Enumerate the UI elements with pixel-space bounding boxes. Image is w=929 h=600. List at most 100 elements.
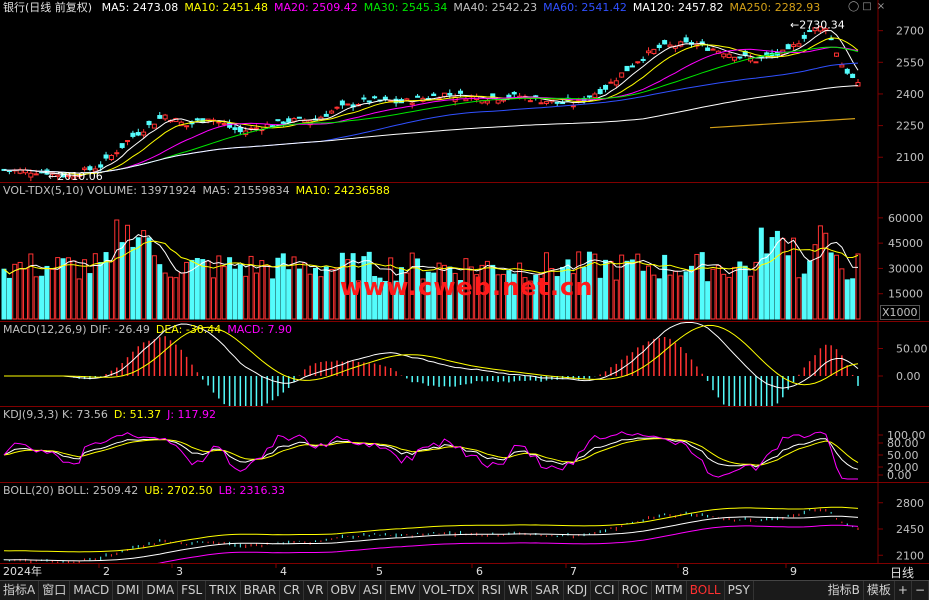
volume-bar <box>801 273 807 320</box>
candle-body <box>812 27 818 32</box>
y-tick-label: 2450 <box>896 523 924 536</box>
y-tick-label: 2100 <box>896 151 924 164</box>
volume-bar <box>474 274 480 320</box>
maximize-icon[interactable]: □ <box>862 1 872 12</box>
tab-trix[interactable]: TRIX <box>206 581 241 600</box>
volume-indicators: VOL-TDX(5,10) VOLUME: 13971924 MA5: 21559… <box>3 184 396 197</box>
tab-kdj[interactable]: KDJ <box>564 581 592 600</box>
tab-vol-tdx[interactable]: VOL-TDX <box>420 581 479 600</box>
period-label[interactable]: 日线 <box>890 566 915 580</box>
tab-emv[interactable]: EMV <box>386 581 420 600</box>
tab-roc[interactable]: ROC <box>619 581 652 600</box>
volume-bar <box>468 266 474 320</box>
candle-body <box>710 48 716 51</box>
volume-bar <box>119 242 125 320</box>
tab-wr[interactable]: WR <box>505 581 533 600</box>
tab-mtm[interactable]: MTM <box>652 581 687 600</box>
candle-body <box>458 90 464 94</box>
tab-sar[interactable]: SAR <box>532 581 564 600</box>
ma-indicators: MA5: 2473.08 MA10: 2451.48 MA20: 2509.42 MA… <box>102 1 827 14</box>
tab-boll[interactable]: BOLL <box>687 581 725 600</box>
candle-body <box>334 106 340 109</box>
tab-brar[interactable]: BRAR <box>241 581 281 600</box>
tab-dmi[interactable]: DMI <box>113 581 144 600</box>
price-pane[interactable]: 2700 2550 2400 2250 2100 ←2730.34 ←2010.06 银行(… <box>0 0 929 183</box>
candle-body <box>801 34 807 39</box>
candle-body <box>372 96 378 99</box>
boll-pane[interactable]: 2800 2450 2100 BOLL(20) BOLL: 2509.42 UB: 2… <box>0 483 929 564</box>
volume-bar <box>22 268 28 320</box>
tab-fsl[interactable]: FSL <box>178 581 207 600</box>
tab-cci[interactable]: CCI <box>591 581 619 600</box>
volume-bar <box>130 246 136 320</box>
tab-cr[interactable]: CR <box>280 581 304 600</box>
volume-bar <box>640 270 646 320</box>
candle-body <box>264 123 270 128</box>
y-tick-label: 0.00 <box>896 370 921 383</box>
candle-body <box>844 68 850 74</box>
volume-bar <box>812 244 818 320</box>
volume-bar <box>549 267 555 320</box>
candle-body <box>554 101 560 104</box>
indicator-7: MA250: 2282.93 <box>729 1 821 14</box>
macd-pane[interactable]: 50.00 0.00 MACD(12,26,9) DIF: -26.49 DEA: … <box>0 322 929 407</box>
ma30-line <box>3 46 859 174</box>
volume-bar <box>248 255 254 320</box>
volume-bar <box>807 260 813 320</box>
volume-bar <box>302 262 308 320</box>
volume-bar <box>237 264 243 320</box>
k-line <box>3 437 859 470</box>
volume-bar <box>98 262 104 320</box>
close-icon[interactable]: × <box>876 1 886 12</box>
y-tick-label: 2100 <box>896 549 924 562</box>
candle-body <box>291 118 297 122</box>
volume-bar <box>543 252 549 320</box>
indicator-1: UB: 2702.50 <box>144 484 213 497</box>
tab-right-指标B[interactable]: 指标B <box>825 581 864 600</box>
y-tick-label: 100.00 <box>887 429 926 442</box>
boll-chart: 2800 2450 2100 <box>3 483 924 563</box>
candle-body <box>635 61 641 64</box>
volume-bar <box>28 253 34 320</box>
tab-psy[interactable]: PSY <box>725 581 754 600</box>
volume-bar <box>425 271 431 320</box>
volume-bar <box>313 267 319 320</box>
tab-指标a[interactable]: 指标A <box>0 581 40 600</box>
tab-right-模板[interactable]: 模板 <box>864 581 895 600</box>
indicator-3: MA30: 2545.34 <box>363 1 448 14</box>
volume-bar <box>87 273 93 320</box>
candle-body <box>490 93 496 99</box>
volume-bar <box>484 260 490 320</box>
volume-bar <box>791 237 797 320</box>
tab-right-+[interactable]: + <box>895 581 912 600</box>
indicator-1: D: 51.37 <box>113 408 162 421</box>
tab-dma[interactable]: DMA <box>143 581 179 600</box>
tab-asi[interactable]: ASI <box>360 581 387 600</box>
settings-icon[interactable]: ◯ <box>848 1 860 12</box>
candle-body <box>511 91 517 95</box>
candle-body <box>216 121 222 124</box>
indicator-2: J: 117.92 <box>167 408 217 421</box>
candle-body <box>71 176 77 180</box>
month-label: 6 <box>476 565 483 578</box>
volume-bar <box>184 261 190 320</box>
tab-窗口[interactable]: 窗口 <box>39 581 71 600</box>
volume-bar <box>624 260 630 320</box>
volume-bar <box>608 260 614 320</box>
volume-bar <box>758 227 764 320</box>
volume-bar <box>597 277 603 320</box>
tab-rsi[interactable]: RSI <box>479 581 506 600</box>
tab-obv[interactable]: OBV <box>328 581 361 600</box>
price-chart: 2700 2550 2400 2250 2100 ←2730.34 ←2010.06 <box>1 0 924 182</box>
kdj-pane[interactable]: 100.00 80.00 50.00 20.00 0.00 KDJ(9,3,3) K: … <box>0 407 929 483</box>
candle-body <box>194 118 200 121</box>
kdj-indicators: KDJ(9,3,3) K: 73.56 D: 51.37 J: 117.92 <box>3 408 222 421</box>
indicator-0: MACD(12,26,9) DIF: -26.49 <box>3 323 150 336</box>
volume-pane[interactable]: 60000 45000 30000 15000 VOL-TDX(5,10) VOLUM… <box>0 183 929 322</box>
tab-right-−[interactable]: − <box>912 581 929 600</box>
candle-body <box>33 173 39 176</box>
tab-macd[interactable]: MACD <box>70 581 114 600</box>
candle-body <box>436 97 442 100</box>
tab-vr[interactable]: VR <box>304 581 328 600</box>
candle-body <box>65 175 71 178</box>
